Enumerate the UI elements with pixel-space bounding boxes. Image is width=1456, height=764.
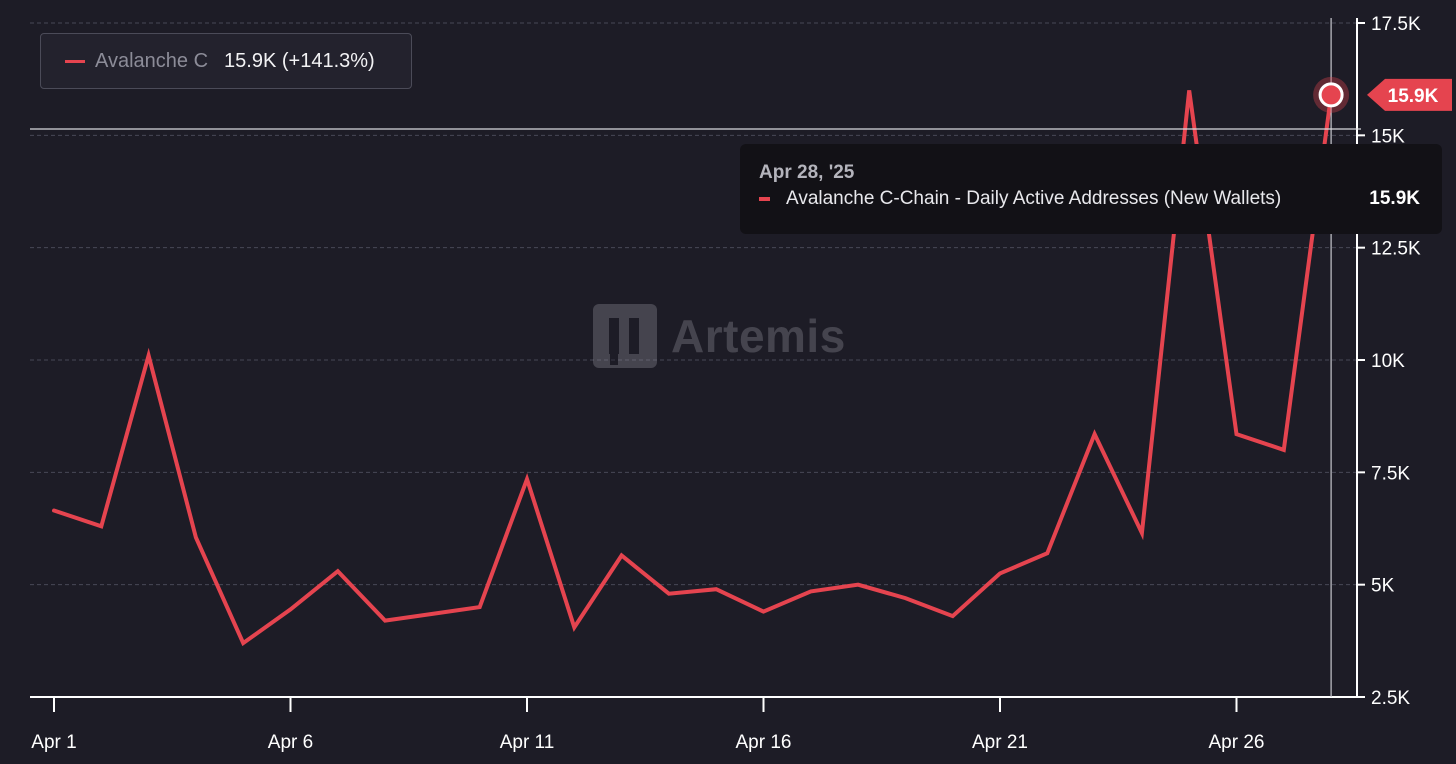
data-point[interactable]: [51, 508, 57, 514]
data-point[interactable]: [193, 534, 199, 540]
data-point[interactable]: [950, 613, 956, 619]
tooltip-series-name: Avalanche C-Chain - Daily Active Address…: [786, 188, 1282, 209]
data-point[interactable]: [571, 624, 577, 630]
x-tick-label: Apr 16: [736, 732, 792, 753]
highlight-point[interactable]: [1318, 82, 1344, 108]
tooltip-row: Avalanche C-Chain - Daily Active Address…: [759, 188, 1420, 210]
legend-series-value: 15.9K (+141.3%): [224, 49, 375, 72]
y-tick-label: 5K: [1371, 576, 1395, 597]
data-point[interactable]: [1044, 550, 1050, 556]
y-tick-label: 12.5K: [1371, 239, 1421, 260]
y-tick-label: 15K: [1371, 126, 1405, 147]
legend-series-name: Avalanche C: [95, 49, 209, 72]
data-point[interactable]: [146, 353, 152, 359]
data-point[interactable]: [1092, 431, 1098, 437]
watermark-text: Artemis: [671, 310, 846, 362]
tooltip-value: 15.9K: [1369, 188, 1420, 209]
data-point[interactable]: [997, 570, 1003, 576]
artemis-watermark: Artemis: [593, 304, 846, 368]
x-tick-label: Apr 26: [1209, 732, 1265, 753]
y-tick-label: 2.5K: [1371, 688, 1410, 709]
x-tick-label: Apr 11: [500, 732, 555, 753]
data-point[interactable]: [808, 588, 814, 594]
y-tick-label: 10K: [1371, 351, 1405, 372]
tooltip: Apr 28, '25 Avalanche C-Chain - Daily Ac…: [740, 144, 1442, 234]
data-point[interactable]: [524, 476, 530, 482]
data-point[interactable]: [1139, 530, 1145, 536]
data-point[interactable]: [666, 591, 672, 597]
y-tick-label: 7.5K: [1371, 463, 1410, 484]
y-tick-label: 17.5K: [1371, 14, 1421, 35]
data-point[interactable]: [98, 523, 104, 529]
data-point[interactable]: [429, 611, 435, 617]
data-point[interactable]: [713, 586, 719, 592]
x-tick-label: Apr 21: [972, 732, 1028, 753]
current-value-flag: [1367, 78, 1452, 111]
data-point[interactable]: [1281, 447, 1287, 453]
x-tick-label: Apr 1: [31, 732, 76, 753]
current-value-label: 15.9K: [1388, 86, 1439, 107]
legend-swatch: [65, 59, 85, 63]
x-tick-label: Apr 6: [268, 732, 313, 753]
tooltip-swatch: [759, 197, 770, 201]
data-point[interactable]: [288, 606, 294, 612]
data-point[interactable]: [382, 618, 388, 624]
data-point[interactable]: [477, 604, 483, 610]
data-point[interactable]: [1186, 87, 1192, 93]
artemis-logo-icon: [593, 304, 657, 368]
crosshair: 15.9K: [30, 18, 1452, 697]
data-point[interactable]: [1234, 431, 1240, 437]
series-layer: [51, 87, 1334, 647]
data-point[interactable]: [855, 582, 861, 588]
series-line: [52, 90, 1334, 647]
data-point[interactable]: [240, 640, 246, 646]
legend[interactable]: Avalanche C 15.9K (+141.3%): [40, 33, 412, 89]
data-point[interactable]: [902, 595, 908, 601]
tooltip-date: Apr 28, '25: [759, 162, 855, 183]
data-point[interactable]: [335, 568, 341, 574]
data-point[interactable]: [619, 552, 625, 558]
data-point[interactable]: [761, 609, 767, 615]
axes: 2.5K 5K 7.5K 10K 12.5K 15K 17.5K Apr 1 Apr 6 Apr …: [30, 14, 1421, 753]
